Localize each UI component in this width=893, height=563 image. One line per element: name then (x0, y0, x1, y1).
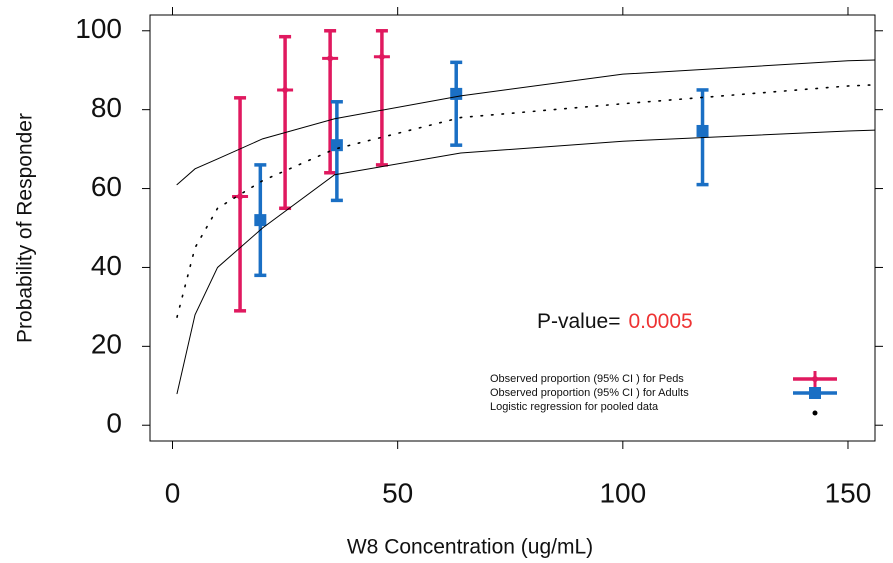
point (696, 124, 709, 137)
annotation: P-value= 0.0005 (537, 310, 693, 333)
point (330, 139, 343, 152)
x-tick-label: 0 (165, 477, 181, 508)
point (232, 188, 249, 205)
legend-text: Logistic regression for pooled data (490, 401, 659, 413)
y-tick-label: 0 (106, 408, 122, 439)
y-tick-label: 40 (91, 250, 122, 281)
x-axis-label: W8 Concentration (ug/mL) (347, 536, 593, 559)
point (450, 87, 463, 100)
curve (176, 129, 876, 395)
error-bar (450, 60, 463, 147)
point (373, 48, 390, 65)
annotation-text: P-value= (537, 310, 620, 333)
legend-marker (812, 410, 818, 416)
y-tick-label: 20 (91, 329, 122, 360)
plot-frame (149, 14, 876, 442)
point (807, 371, 823, 387)
y-axis-label: Probability of Responder (14, 113, 37, 343)
y-tick-label: 80 (91, 92, 122, 123)
point (809, 387, 821, 399)
y-tick-label: 60 (91, 171, 122, 202)
point-part (282, 86, 289, 93)
legend-text: Observed proportion (95% CI ) for Adults (490, 387, 689, 399)
point (254, 214, 267, 227)
point (277, 81, 294, 98)
y-tick-label: 100 (75, 13, 122, 44)
error-bar (279, 34, 292, 211)
point-part (327, 55, 334, 62)
point-part (812, 376, 818, 382)
point (322, 50, 339, 67)
point-part (237, 193, 244, 200)
annotation-value: 0.0005 (628, 310, 692, 333)
x-tick-label: 50 (382, 477, 413, 508)
legend-text: Observed proportion (95% CI ) for Peds (490, 373, 684, 385)
curve (176, 84, 876, 318)
x-tick-label: 150 (825, 477, 872, 508)
point-part (378, 53, 385, 60)
curve (176, 59, 876, 186)
x-tick-label: 100 (599, 477, 646, 508)
